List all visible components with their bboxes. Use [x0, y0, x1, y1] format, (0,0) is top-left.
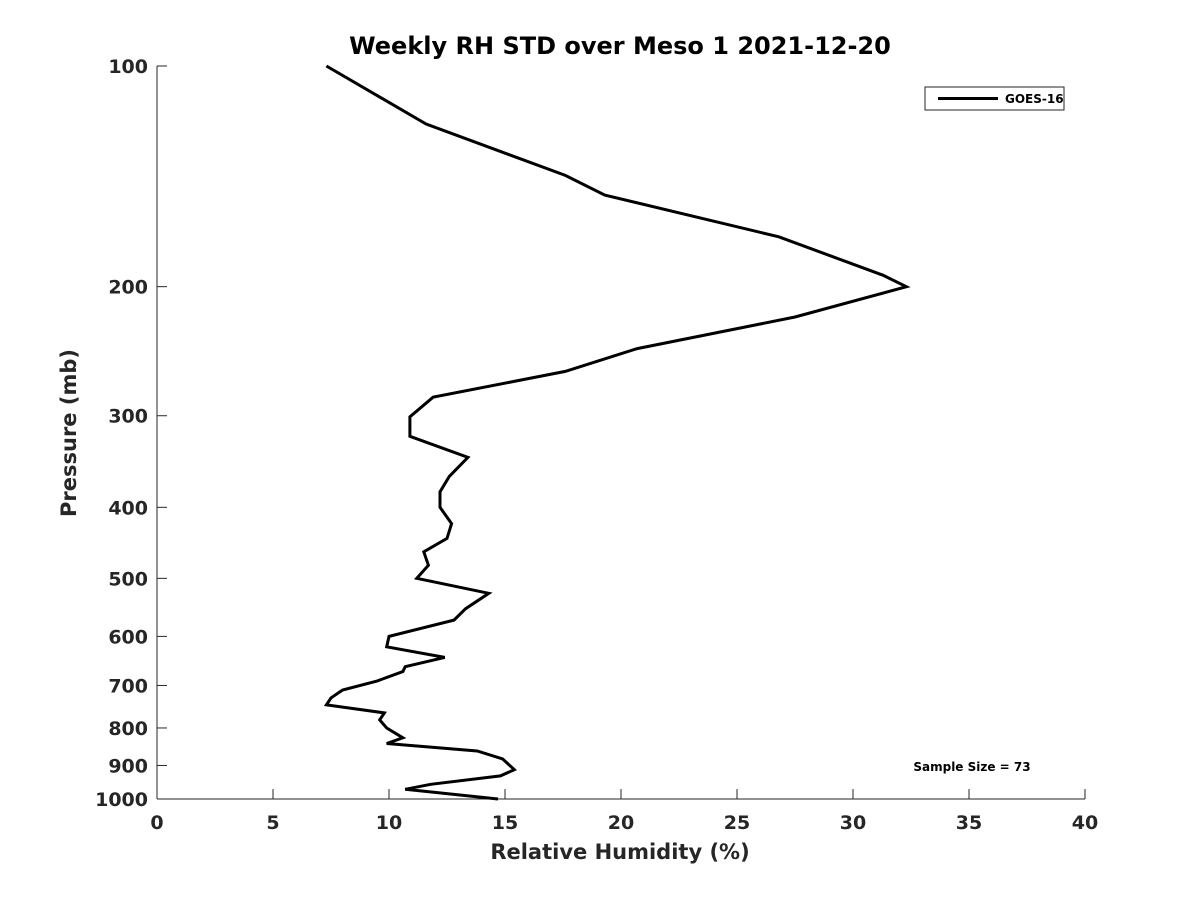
- x-tick-label: 35: [956, 812, 982, 834]
- plot-axes: [156, 66, 1085, 800]
- legend-label-goes-16: GOES-16: [1005, 92, 1064, 106]
- y-tick-label: 600: [108, 626, 148, 648]
- chart-title: Weekly RH STD over Meso 1 2021-12-20: [349, 32, 891, 60]
- x-tick-label: 15: [492, 812, 518, 834]
- x-tick-label: 10: [376, 812, 402, 834]
- sample-size-annotation: Sample Size = 73: [913, 760, 1030, 774]
- y-tick-label: 300: [108, 406, 148, 428]
- y-tick-label: 200: [108, 277, 148, 299]
- y-axis-label: Pressure (mb): [57, 349, 81, 517]
- x-tick-label: 20: [608, 812, 634, 834]
- y-tick-label: 100: [108, 56, 148, 78]
- series-line-goes-16: [323, 64, 911, 801]
- x-axis-label: Relative Humidity (%): [490, 840, 749, 864]
- x-tick-label: 25: [724, 812, 750, 834]
- y-tick-label: 800: [108, 718, 148, 740]
- x-tick-label: 40: [1072, 812, 1098, 834]
- legend: GOES-16: [924, 86, 1065, 111]
- y-tick-label: 700: [108, 675, 148, 697]
- x-tick-label: 30: [840, 812, 866, 834]
- y-tick-label: 400: [108, 497, 148, 519]
- y-tick-label: 500: [108, 568, 148, 590]
- series-lines: [323, 64, 911, 801]
- y-axis-ticks: 100 200 300 400 500 600 700 800 900 1000: [95, 56, 167, 811]
- x-tick-label: 0: [150, 812, 163, 834]
- x-tick-label: 5: [266, 812, 279, 834]
- y-tick-label: 1000: [95, 789, 148, 811]
- x-axis-ticks: 0 5 10 15 20 25 30 35 40: [150, 789, 1098, 834]
- y-tick-label: 900: [108, 755, 148, 777]
